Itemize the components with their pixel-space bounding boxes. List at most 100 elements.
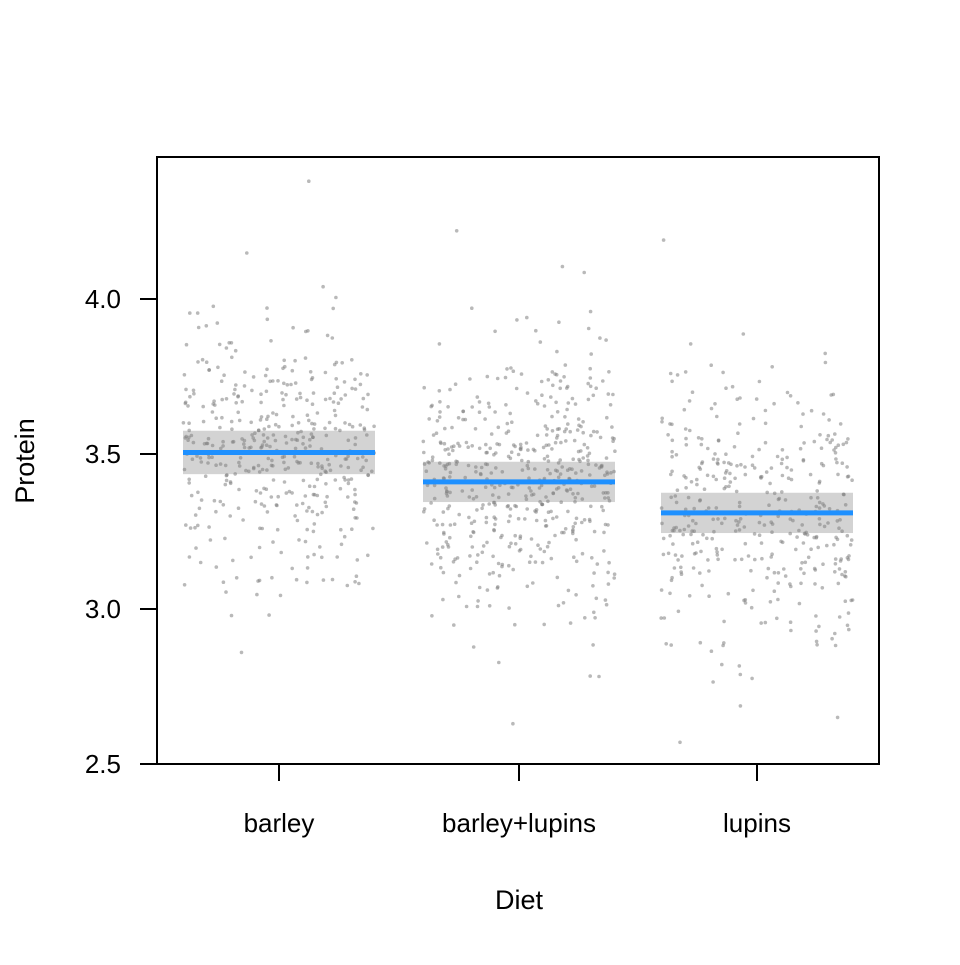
data-point (320, 510, 324, 515)
data-point (299, 429, 303, 434)
data-point (821, 562, 825, 566)
data-point (589, 484, 594, 489)
data-point (361, 455, 365, 459)
data-point (565, 407, 569, 412)
data-point (231, 558, 235, 563)
data-point (817, 506, 822, 510)
data-point (282, 480, 287, 484)
data-point (448, 475, 452, 479)
data-point (789, 628, 793, 633)
data-point (542, 549, 547, 554)
data-point (662, 616, 667, 620)
data-point (540, 560, 545, 565)
data-point (325, 333, 330, 338)
data-point (588, 376, 593, 380)
data-point (451, 448, 455, 453)
data-point (830, 438, 834, 442)
data-point (666, 433, 670, 437)
data-point (510, 420, 514, 425)
data-point (444, 486, 448, 490)
data-point (193, 513, 198, 517)
data-point (816, 545, 820, 550)
data-point (813, 568, 818, 572)
data-point (467, 515, 471, 520)
data-point (311, 492, 316, 497)
data-point (611, 392, 615, 397)
data-point (595, 562, 600, 566)
data-point (588, 384, 593, 389)
data-point (815, 489, 819, 493)
data-point (442, 441, 447, 446)
data-point (738, 396, 742, 400)
data-point (576, 491, 580, 496)
data-point (785, 465, 789, 470)
data-point (353, 377, 357, 382)
data-point (743, 472, 748, 477)
data-point (525, 463, 530, 468)
data-point (765, 575, 769, 580)
data-point (594, 386, 598, 391)
data-point (562, 530, 566, 535)
data-point (570, 396, 575, 401)
data-point (361, 465, 365, 470)
data-point (850, 478, 854, 483)
data-point (206, 436, 211, 441)
data-point (588, 473, 592, 477)
data-point (847, 554, 851, 558)
data-point (323, 397, 328, 402)
data-point (695, 540, 700, 544)
data-point (283, 434, 288, 439)
data-point (481, 503, 485, 507)
data-point (198, 560, 203, 565)
data-point (201, 419, 206, 424)
data-point (580, 551, 585, 556)
data-point (585, 454, 590, 458)
data-point (604, 456, 609, 460)
data-point (716, 517, 720, 521)
data-point (822, 504, 827, 508)
data-point (305, 398, 309, 403)
data-point (838, 518, 842, 522)
data-point (763, 620, 768, 625)
data-point (592, 529, 597, 534)
data-point (539, 379, 544, 384)
data-point (350, 358, 354, 362)
data-point (214, 463, 218, 468)
data-point (759, 621, 763, 625)
data-point (673, 553, 678, 557)
data-point (430, 458, 435, 463)
data-point (689, 480, 694, 484)
data-point (495, 376, 500, 381)
data-point (732, 445, 737, 449)
data-point (268, 444, 272, 449)
data-point (586, 397, 591, 402)
data-point (779, 461, 784, 466)
data-point (783, 574, 788, 578)
data-point (192, 391, 196, 396)
data-point (601, 508, 605, 513)
data-point (342, 475, 346, 480)
data-point (441, 570, 446, 575)
data-point (520, 458, 524, 463)
data-point (293, 514, 297, 518)
data-point (196, 360, 200, 364)
data-point (752, 532, 757, 536)
data-point (597, 466, 602, 470)
data-point (489, 432, 494, 436)
data-point (559, 500, 563, 505)
data-point (307, 484, 312, 489)
data-point (223, 463, 228, 468)
data-point (770, 530, 774, 534)
data-point (780, 457, 785, 462)
data-point (435, 419, 440, 423)
data-point (312, 484, 317, 489)
data-point (699, 442, 704, 447)
data-point (669, 495, 673, 500)
data-point (607, 499, 612, 503)
data-point (496, 425, 501, 430)
data-point (821, 412, 826, 416)
data-point (187, 428, 191, 433)
data-point (535, 433, 540, 438)
data-point (536, 543, 540, 547)
data-point (438, 555, 443, 560)
